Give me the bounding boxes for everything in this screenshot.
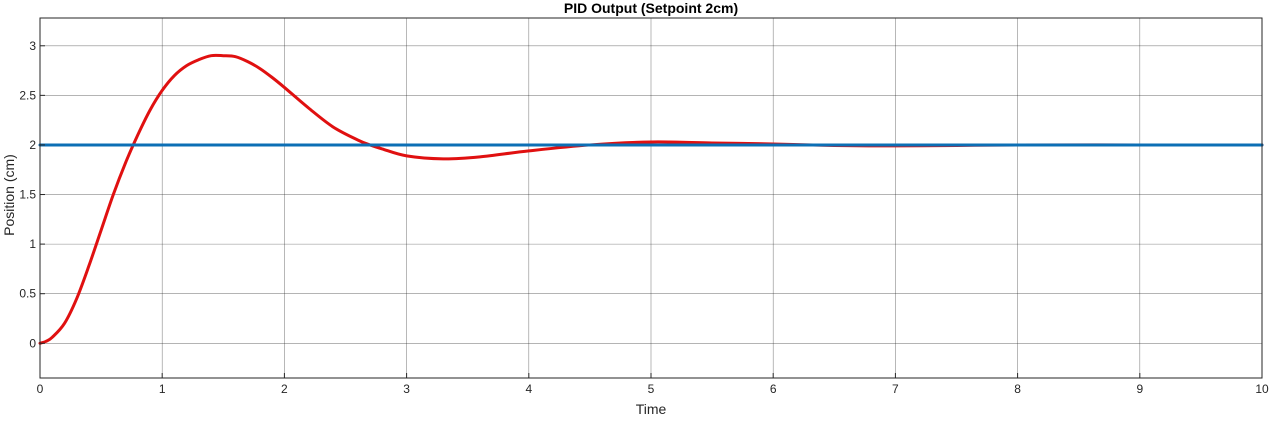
y-tick-label: 2 — [29, 138, 36, 152]
x-tick-label: 6 — [770, 382, 777, 396]
x-tick-label: 0 — [37, 382, 44, 396]
x-axis-label: Time — [636, 401, 667, 417]
y-tick-label: 0 — [29, 336, 36, 350]
y-tick-label: 1.5 — [19, 188, 36, 202]
tick-labels: 0 1 2 3 4 5 6 7 8 9 10 0 0.5 1 1.5 2 2.5 3 — [19, 39, 1269, 396]
x-tick-label: 10 — [1255, 382, 1269, 396]
x-tick-label: 8 — [1014, 382, 1021, 396]
x-tick-label: 2 — [281, 382, 288, 396]
x-tick-label: 4 — [525, 382, 532, 396]
y-tick-label: 1 — [29, 237, 36, 251]
x-tick-label: 9 — [1136, 382, 1143, 396]
x-tick-label: 5 — [648, 382, 655, 396]
grid — [39, 18, 1263, 378]
y-tick-label: 3 — [29, 39, 36, 53]
y-tick-label: 2.5 — [19, 88, 36, 102]
y-axis-label: Position (cm) — [1, 154, 17, 236]
x-tick-label: 7 — [892, 382, 899, 396]
x-tick-label: 1 — [159, 382, 166, 396]
y-tick-label: 0.5 — [19, 287, 36, 301]
series-lines — [38, 53, 1264, 345]
chart-title: PID Output (Setpoint 2cm) — [564, 0, 738, 16]
x-tick-label: 3 — [403, 382, 410, 396]
